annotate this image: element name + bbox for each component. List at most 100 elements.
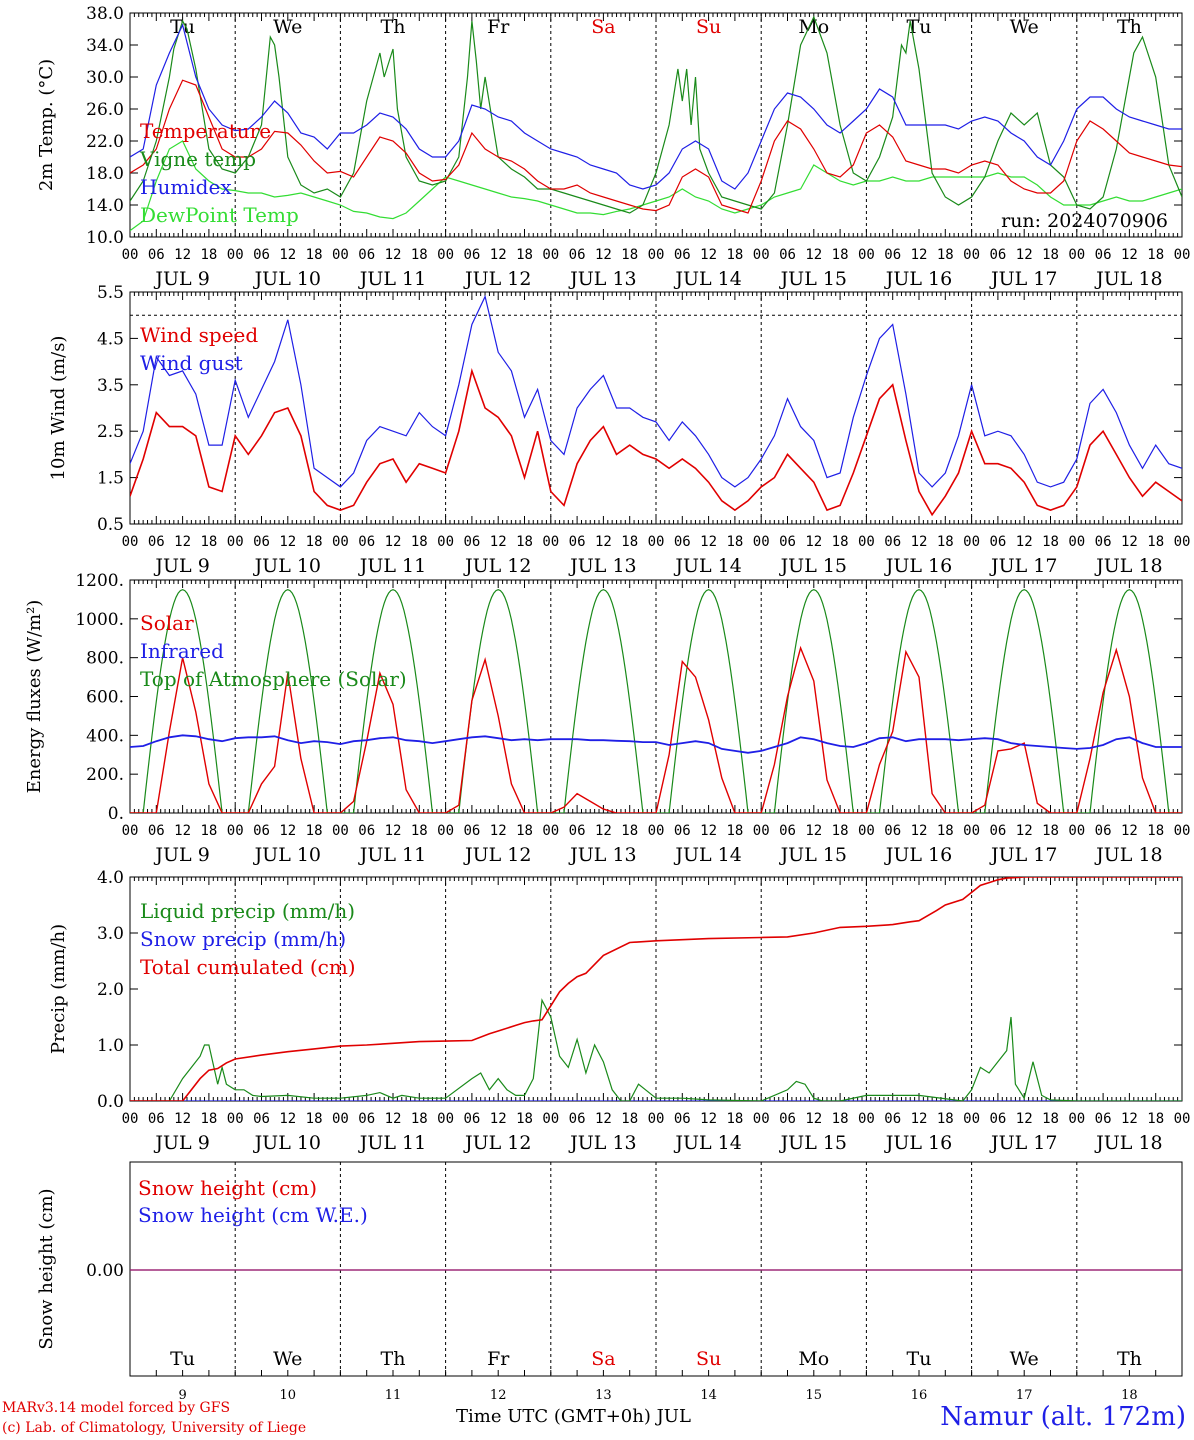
legend-entry: Total cumulated (cm) — [140, 955, 356, 979]
legend-entry: Temperature — [140, 119, 271, 143]
day-tick-label: JUL 11 — [358, 1132, 426, 1154]
hour-tick-label: 00 — [542, 247, 559, 263]
day-tick-label: JUL 10 — [253, 1132, 321, 1154]
hour-tick-label: 00 — [332, 1111, 349, 1127]
hour-tick-label: 06 — [1095, 247, 1112, 263]
temp-series-line — [130, 79, 1182, 214]
weekday-label: We — [1010, 1348, 1039, 1370]
hour-tick-label: 12 — [385, 534, 402, 550]
day-tick-label: JUL 10 — [253, 844, 321, 866]
hour-tick-label: 06 — [989, 534, 1006, 550]
day-tick-label: JUL 11 — [358, 555, 426, 577]
hour-tick-label: 00 — [648, 1111, 665, 1127]
hour-tick-label: 18 — [1042, 823, 1059, 839]
hour-tick-label: 06 — [569, 247, 586, 263]
day-tick-label: JUL 10 — [253, 555, 321, 577]
day-number-label: 14 — [700, 1388, 717, 1403]
temp-tick-label: 14.0 — [86, 196, 124, 216]
weekday-label: Th — [381, 16, 406, 38]
hour-tick-label: 00 — [1068, 823, 1085, 839]
hour-tick-label: 00 — [437, 247, 454, 263]
hour-tick-label: 06 — [148, 534, 165, 550]
day-number-label: 16 — [911, 1388, 928, 1403]
hour-tick-label: 06 — [674, 534, 691, 550]
hour-tick-label: 06 — [569, 534, 586, 550]
hour-tick-label: 18 — [1147, 534, 1164, 550]
hour-tick-label: 18 — [516, 1111, 533, 1127]
hour-tick-label: 12 — [490, 823, 507, 839]
day-tick-label: JUL 10 — [253, 268, 321, 290]
hour-tick-label: 18 — [306, 247, 323, 263]
hour-tick-label: 12 — [1121, 823, 1138, 839]
hour-tick-label: 06 — [253, 247, 270, 263]
day-tick-label: JUL 13 — [568, 555, 636, 577]
lab-credit: (c) Lab. of Climatology, University of L… — [2, 1420, 307, 1436]
legend-entry: Liquid precip (mm/h) — [140, 899, 355, 923]
hour-tick-label: 00 — [122, 247, 139, 263]
hour-tick-label: 06 — [779, 1111, 796, 1127]
day-tick-label: JUL 15 — [779, 555, 847, 577]
weekday-label: Th — [1117, 1348, 1142, 1370]
hour-tick-label: 18 — [621, 1111, 638, 1127]
hour-tick-label: 18 — [726, 1111, 743, 1127]
day-number-label: 11 — [385, 1388, 402, 1403]
hour-tick-label: 06 — [989, 823, 1006, 839]
hour-tick-label: 00 — [858, 823, 875, 839]
hour-tick-label: 18 — [621, 823, 638, 839]
energy-tick-label: 400. — [86, 726, 124, 746]
precip-tick-label: 2.0 — [97, 980, 124, 1000]
hour-tick-label: 12 — [279, 823, 296, 839]
wind-tick-label: 5.5 — [97, 283, 124, 303]
infrared-line — [130, 734, 1182, 754]
run-annotation: run: 2024070906 — [1001, 210, 1168, 232]
legend-entry: Humidex — [140, 175, 232, 199]
hour-tick-label: 06 — [674, 823, 691, 839]
hour-tick-label: 00 — [542, 1111, 559, 1127]
day-tick-label: JUL 12 — [463, 268, 531, 290]
precip-axis-label: Precip (mm/h) — [48, 924, 69, 1054]
day-tick-label: JUL 17 — [989, 268, 1057, 290]
wind-speed-line — [130, 367, 1182, 517]
hour-tick-label: 12 — [1016, 823, 1033, 839]
day-number-label: 15 — [806, 1388, 823, 1403]
weekday-label: Su — [696, 16, 721, 38]
wind-tick-label: 2.5 — [97, 422, 124, 442]
hour-tick-label: 00 — [963, 534, 980, 550]
day-tick-label: JUL 13 — [568, 844, 636, 866]
hour-tick-label: 18 — [200, 247, 217, 263]
day-tick-label: JUL 18 — [1094, 268, 1162, 290]
hour-tick-label: 06 — [674, 1111, 691, 1127]
temp-tick-label: 10.0 — [86, 228, 124, 248]
hour-tick-label: 18 — [832, 534, 849, 550]
day-tick-label: JUL 18 — [1094, 844, 1162, 866]
day-tick-label: JUL 12 — [463, 1132, 531, 1154]
hour-tick-label: 18 — [306, 1111, 323, 1127]
hour-tick-label: 18 — [516, 534, 533, 550]
hour-tick-label: 18 — [411, 1111, 428, 1127]
day-tick-label: JUL 15 — [779, 268, 847, 290]
energy-tick-label: 0. — [108, 804, 124, 824]
day-number-label: 13 — [595, 1388, 612, 1403]
hour-tick-label: 06 — [148, 1111, 165, 1127]
hour-tick-label: 00 — [963, 823, 980, 839]
weekday-label: We — [273, 16, 302, 38]
hour-tick-label: 06 — [884, 1111, 901, 1127]
temp-series-line — [130, 23, 1182, 190]
day-tick-label: JUL 9 — [153, 268, 209, 290]
legend-entry: Solar — [140, 611, 194, 635]
toa-solar-line — [130, 589, 1182, 813]
day-tick-label: JUL 14 — [673, 268, 741, 290]
day-tick-label: JUL 16 — [884, 268, 952, 290]
hour-tick-label: 00 — [1174, 823, 1191, 839]
hour-tick-label: 06 — [358, 247, 375, 263]
legend-entry: Top of Atmosphere (Solar) — [140, 667, 407, 691]
temp-series-line — [130, 15, 1182, 214]
day-tick-label: JUL 16 — [884, 1132, 952, 1154]
day-tick-label: JUL 12 — [463, 844, 531, 866]
energy-tick-label: 1200. — [75, 571, 124, 591]
legend-entry: Snow height (cm) — [138, 1176, 317, 1200]
day-tick-label: JUL 11 — [358, 268, 426, 290]
day-tick-label: JUL 15 — [779, 844, 847, 866]
day-tick-label: JUL 17 — [989, 844, 1057, 866]
hour-tick-label: 12 — [700, 1111, 717, 1127]
